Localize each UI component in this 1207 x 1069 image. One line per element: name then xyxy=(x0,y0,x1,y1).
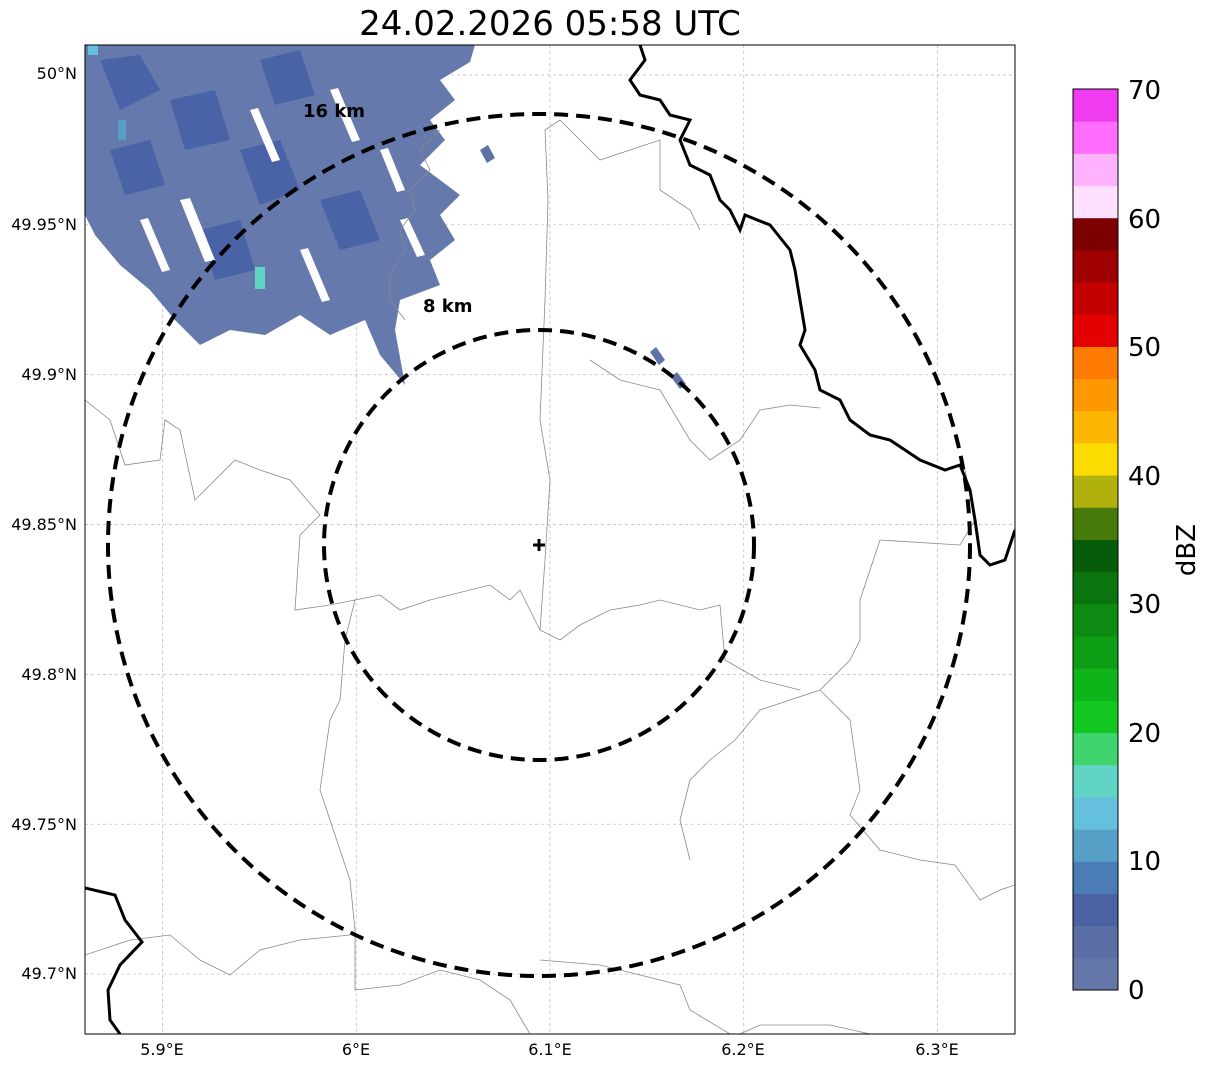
colorbar-tick-label: 0 xyxy=(1128,976,1145,1006)
boundary-line xyxy=(85,934,351,976)
echo-isolated-3 xyxy=(480,145,495,163)
boundary-line xyxy=(319,599,531,1034)
colorbar-tick-label: 30 xyxy=(1128,590,1161,620)
colorbar-swatch xyxy=(1073,378,1118,412)
lon-label: 6°E xyxy=(342,1040,370,1059)
echo-cell-light xyxy=(118,120,126,140)
colorbar-swatch xyxy=(1073,346,1118,380)
boundary-line xyxy=(819,689,1015,901)
border-southwest xyxy=(85,886,144,1034)
colorbar-label: dBZ xyxy=(1172,524,1202,576)
admin-boundaries xyxy=(85,119,1015,1034)
colorbar-swatch xyxy=(1073,700,1118,734)
lat-label: 49.8°N xyxy=(21,665,77,684)
colorbar-swatches xyxy=(1073,89,1118,991)
colorbar-ticks: 0 10 20 30 40 50 60 70 xyxy=(1128,80,1161,1006)
colorbar-swatch xyxy=(1073,636,1118,669)
colorbar-tick-label: 60 xyxy=(1128,205,1161,235)
ring-8-km xyxy=(322,328,756,762)
boundary-line xyxy=(679,539,881,861)
colorbar-swatch xyxy=(1073,539,1118,573)
colorbar-swatch xyxy=(1073,282,1118,315)
lat-label: 49.9°N xyxy=(21,365,77,384)
colorbar-swatch xyxy=(1073,571,1118,605)
latitude-labels: 50°N 49.95°N 49.9°N 49.85°N 49.8°N 49.75… xyxy=(11,64,77,983)
ring-8-km-label: 8 km xyxy=(423,296,473,317)
map-frame xyxy=(84,44,1016,1035)
lat-label: 49.95°N xyxy=(11,215,77,234)
colorbar: 0 10 20 30 40 50 60 70 dBZ xyxy=(1072,80,1202,1006)
lat-label: 49.85°N xyxy=(11,515,77,534)
colorbar-tick-label: 40 xyxy=(1128,462,1161,492)
echo-cell-strong xyxy=(255,267,265,289)
boundary-line xyxy=(589,359,821,461)
boundary-line xyxy=(85,399,721,641)
colorbar-swatch xyxy=(1073,957,1118,991)
colorbar-swatch xyxy=(1073,861,1118,894)
colorbar-swatch xyxy=(1073,603,1118,637)
colorbar-swatch xyxy=(1073,121,1118,154)
radar-map: 8 km 16 km 50°N 49.95°N 49.9°N 49.85°N 4… xyxy=(11,44,1016,1059)
colorbar-swatch xyxy=(1073,89,1118,122)
radar-site-marker xyxy=(533,539,545,551)
colorbar-swatch xyxy=(1073,153,1118,187)
colorbar-swatch xyxy=(1073,925,1118,959)
colorbar-swatch xyxy=(1073,893,1118,927)
ring-16-km xyxy=(106,112,972,978)
map-title: 24.02.2026 05:58 UTC xyxy=(359,4,741,44)
lat-label: 49.7°N xyxy=(21,964,77,983)
boundary-line xyxy=(389,129,441,321)
colorbar-swatch xyxy=(1073,796,1118,830)
colorbar-tick-label: 50 xyxy=(1128,333,1161,363)
lon-label: 6.1°E xyxy=(528,1040,572,1059)
boundary-line xyxy=(719,604,801,691)
colorbar-swatch xyxy=(1073,442,1118,476)
echo-gaps xyxy=(140,88,425,302)
lat-label: 49.75°N xyxy=(11,815,77,834)
colorbar-swatch xyxy=(1073,668,1118,701)
colorbar-swatch xyxy=(1073,829,1118,862)
colorbar-swatch xyxy=(1073,764,1118,798)
colorbar-swatch xyxy=(1073,314,1118,347)
colorbar-swatch xyxy=(1073,185,1118,219)
range-rings xyxy=(106,112,972,978)
colorbar-tick-label: 10 xyxy=(1128,847,1161,877)
boundary-line xyxy=(539,119,701,631)
colorbar-tick-label: 20 xyxy=(1128,719,1161,749)
lon-label: 5.9°E xyxy=(140,1040,184,1059)
boundary-line xyxy=(539,959,731,1034)
echo-isolated-1 xyxy=(650,347,665,365)
lat-label: 50°N xyxy=(37,64,77,83)
colorbar-swatch xyxy=(1073,732,1118,766)
graticule xyxy=(85,45,1015,1034)
colorbar-swatch xyxy=(1073,507,1118,540)
colorbar-swatch xyxy=(1073,217,1118,251)
echo-cell-corner xyxy=(88,45,98,55)
lon-label: 6.2°E xyxy=(721,1040,765,1059)
colorbar-frame xyxy=(1072,88,1119,991)
boundary-line xyxy=(739,1024,871,1034)
ring-16-km-label: 16 km xyxy=(303,101,365,122)
lon-label: 6.3°E xyxy=(915,1040,959,1059)
colorbar-tick-label: 70 xyxy=(1128,80,1161,106)
colorbar-swatch xyxy=(1073,475,1118,508)
colorbar-swatch xyxy=(1073,410,1118,444)
colorbar-swatch xyxy=(1073,249,1118,283)
longitude-labels: 5.9°E 6°E 6.1°E 6.2°E 6.3°E xyxy=(140,1040,959,1059)
